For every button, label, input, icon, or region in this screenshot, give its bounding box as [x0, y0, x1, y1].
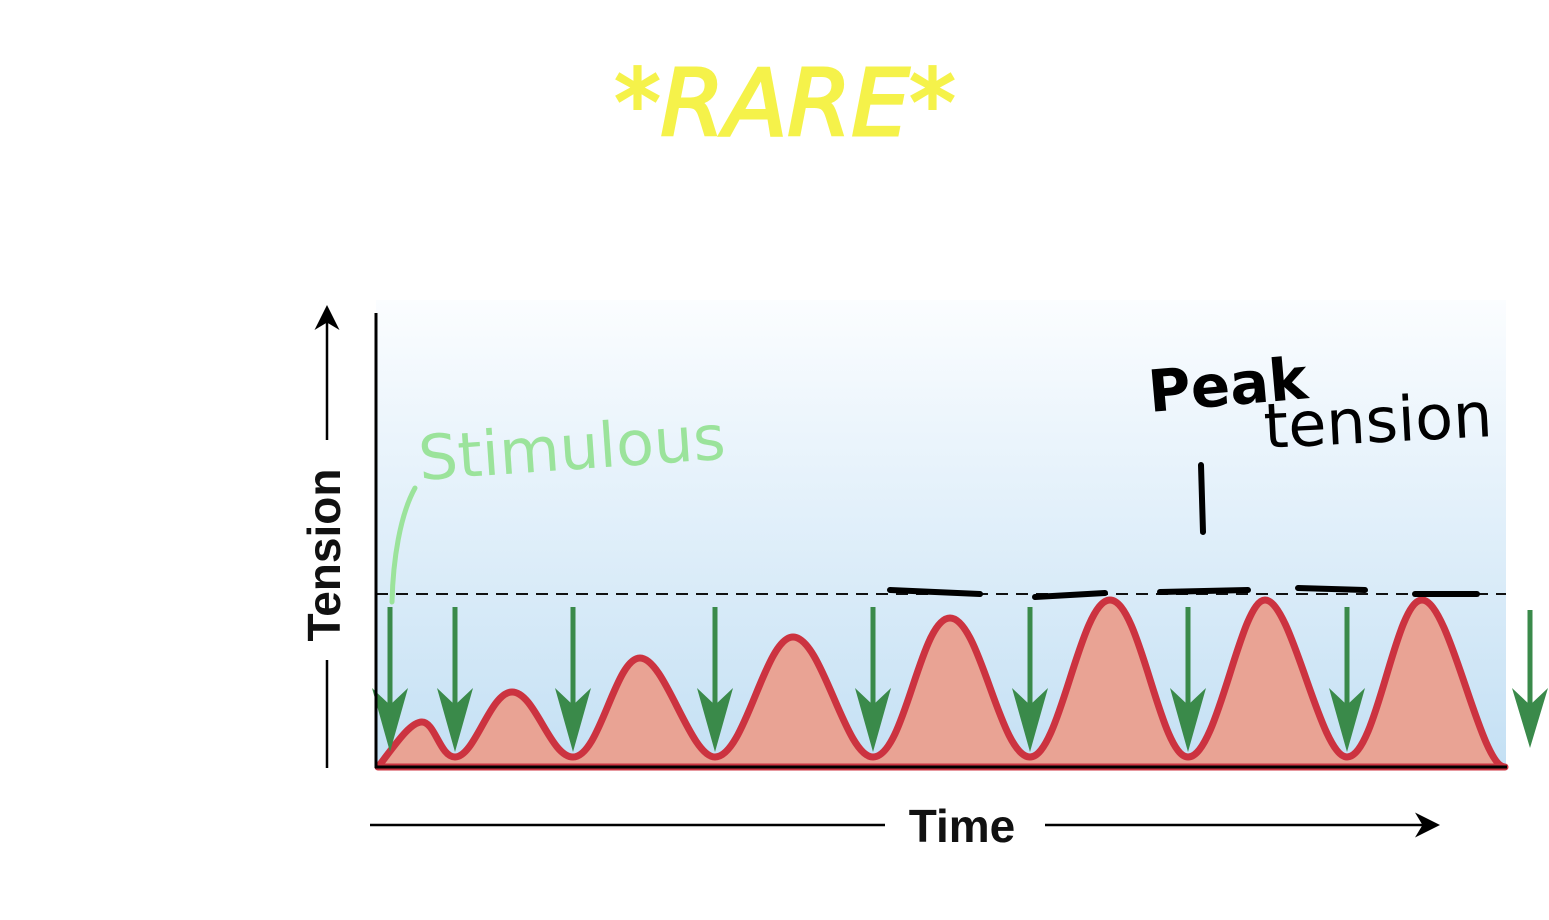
rare-title: *RARE*	[615, 50, 956, 157]
tension-curve	[374, 596, 1509, 771]
stimulus-arrow-icon	[555, 607, 591, 752]
x-axis-label: Time	[909, 800, 1016, 852]
peak-tension-marker-strokes	[887, 462, 1480, 600]
peak-annotation-line2: tension	[1262, 378, 1494, 463]
stimulus-arrow-icon	[855, 607, 891, 752]
stimulus-arrow-icon	[697, 607, 733, 752]
peak-annotation-line1: Peak	[1145, 344, 1311, 426]
stimulus-arrows	[372, 607, 1548, 752]
stimulus-arrow-icon	[372, 607, 408, 752]
stimulus-arrow-icon	[437, 607, 473, 752]
stimulus-arrow-icon	[1512, 610, 1548, 748]
stimulus-arrow-icon	[1012, 607, 1048, 752]
y-axis-label: Tension	[298, 469, 350, 642]
stimulus-arrow-icon	[1170, 607, 1206, 752]
stimulus-pointer-line	[389, 485, 418, 605]
stimulus-arrow-icon	[1329, 607, 1365, 752]
